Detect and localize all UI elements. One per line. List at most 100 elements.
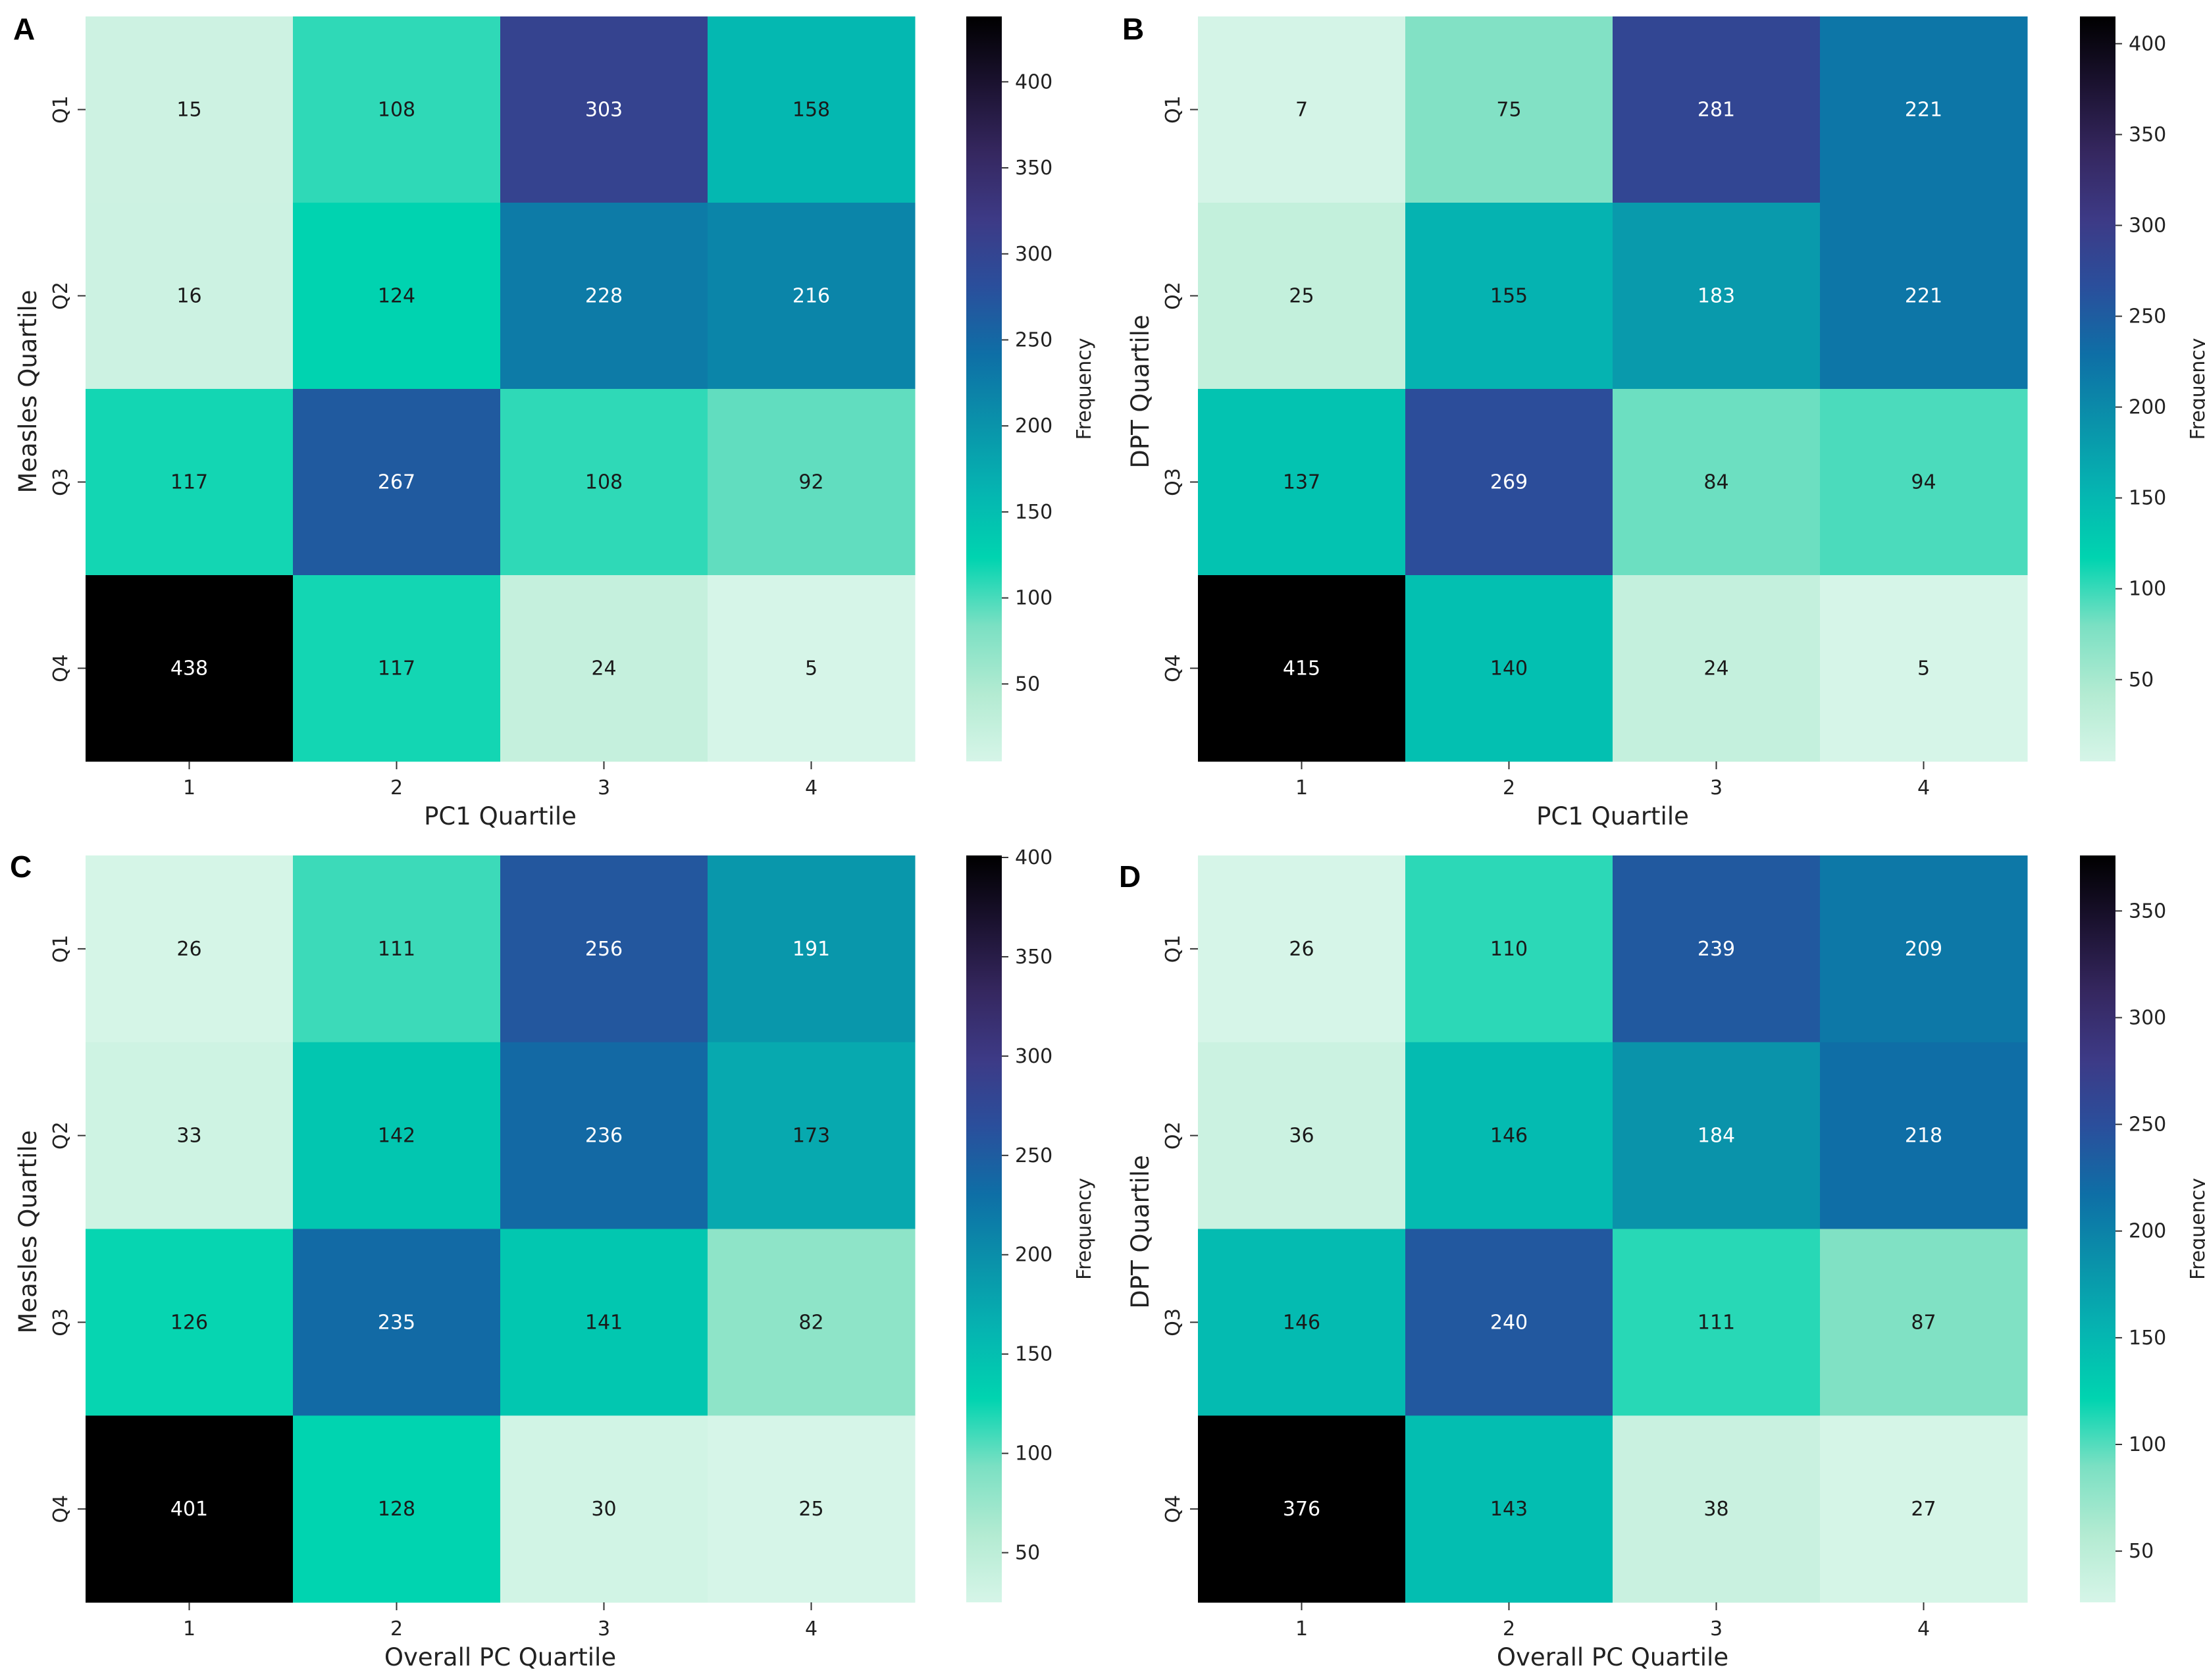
cell-value-label-b: 25 <box>1289 285 1314 308</box>
cell-value-label-c: 26 <box>176 938 201 961</box>
colorbar-label-c: Frequency <box>1073 1178 1096 1280</box>
cell-value-label-b: 415 <box>1283 657 1320 680</box>
heatmap-cell-a <box>500 575 708 762</box>
heatmap-cell-d <box>1405 1415 1613 1603</box>
cell-value-label-a: 16 <box>176 285 201 308</box>
colorbar-d <box>2080 855 2115 1602</box>
y-axis-label-b: DPT Quartile <box>1126 315 1154 468</box>
cell-value-label-a: 117 <box>170 471 208 494</box>
x-tick-label-a: 4 <box>805 776 817 800</box>
heatmap-cell-d <box>1198 855 1406 1043</box>
heatmap-cell-b <box>1405 389 1613 576</box>
heatmap-cell-c <box>293 855 501 1043</box>
heatmap-cell-a <box>86 575 294 762</box>
cell-value-label-a: 108 <box>378 99 415 122</box>
heatmap-cell-b <box>1613 16 1821 203</box>
x-tick-label-b: 4 <box>1917 776 1930 800</box>
cell-value-label-c: 142 <box>378 1125 415 1148</box>
heatmap-cell-c <box>708 1229 916 1416</box>
cell-value-label-a: 267 <box>378 471 415 494</box>
cell-value-label-a: 15 <box>176 99 201 122</box>
heatmap-cell-a <box>708 575 916 762</box>
heatmap-cell-d <box>1198 1229 1406 1416</box>
heatmap-cell-c <box>293 1042 501 1229</box>
cell-value-label-c: 236 <box>585 1125 623 1148</box>
colorbar-tick-label-c: 300 <box>1015 1045 1052 1068</box>
y-tick-label-b: Q3 <box>1162 468 1185 496</box>
colorbar-label-b: Frequency <box>2187 338 2205 440</box>
heatmap-cell-c <box>500 1042 708 1229</box>
cell-value-label-c: 401 <box>170 1498 208 1521</box>
cell-value-label-a: 228 <box>585 285 623 308</box>
x-tick-label-c: 1 <box>183 1617 195 1641</box>
heatmap-cell-a <box>708 389 916 576</box>
cell-value-label-a: 158 <box>792 99 830 122</box>
y-tick-label-c: Q4 <box>49 1495 72 1523</box>
colorbar-tick-label-b: 250 <box>2129 305 2166 328</box>
cell-value-label-b: 137 <box>1283 471 1320 494</box>
heatmap-cell-c <box>86 1042 294 1229</box>
cell-value-label-b: 281 <box>1698 99 1735 122</box>
x-tick-label-b: 3 <box>1710 776 1723 800</box>
y-tick-label-d: Q4 <box>1162 1495 1185 1523</box>
cell-value-label-b: 94 <box>1911 471 1936 494</box>
x-tick-label-a: 3 <box>598 776 610 800</box>
heatmap-cell-b <box>1198 389 1406 576</box>
x-tick-label-d: 4 <box>1917 1617 1930 1641</box>
cell-value-label-c: 128 <box>378 1498 415 1521</box>
colorbar-c <box>966 855 1002 1602</box>
heatmap-cell-a <box>500 203 708 390</box>
y-tick-label-a: Q2 <box>49 282 72 310</box>
cell-value-label-b: 24 <box>1703 657 1728 680</box>
heatmap-cell-b <box>1820 16 2028 203</box>
cell-value-label-c: 126 <box>170 1311 208 1334</box>
colorbar-tick-label-a: 100 <box>1015 587 1052 610</box>
heatmap-cell-a <box>500 389 708 576</box>
heatmap-cell-d <box>1613 1042 1821 1229</box>
colorbar-tick-label-b: 50 <box>2129 669 2154 692</box>
heatmap-cell-a <box>708 16 916 203</box>
y-tick-label-a: Q3 <box>49 468 72 496</box>
heatmap-cell-d <box>1820 1415 2028 1603</box>
cell-value-label-b: 183 <box>1698 285 1735 308</box>
colorbar-tick-label-a: 200 <box>1015 415 1052 438</box>
cell-value-label-d: 38 <box>1703 1498 1728 1521</box>
x-tick-label-b: 2 <box>1503 776 1515 800</box>
panel-letter-d: D <box>1119 859 1141 894</box>
panel-letter-b: B <box>1122 12 1144 46</box>
heatmap-cell-d <box>1198 1042 1406 1229</box>
cell-value-label-b: 84 <box>1703 471 1728 494</box>
cell-value-label-d: 209 <box>1905 938 1942 961</box>
cell-value-label-a: 216 <box>792 285 830 308</box>
colorbar-tick-label-b: 100 <box>2129 578 2166 601</box>
y-tick-label-b: Q4 <box>1162 654 1185 682</box>
heatmap-cell-d <box>1820 1042 2028 1229</box>
heatmap-cell-d <box>1198 1415 1406 1603</box>
x-tick-label-a: 2 <box>390 776 403 800</box>
heatmap-cell-d <box>1405 1229 1613 1416</box>
x-axis-label-a: PC1 Quartile <box>424 802 577 830</box>
heatmap-cell-d <box>1405 1042 1613 1229</box>
cell-value-label-d: 27 <box>1911 1498 1936 1521</box>
heatmap-cell-a <box>293 203 501 390</box>
cell-value-label-b: 221 <box>1905 285 1942 308</box>
y-tick-label-b: Q2 <box>1162 282 1185 310</box>
heatmap-cell-c <box>500 855 708 1043</box>
cell-value-label-c: 111 <box>378 938 415 961</box>
heatmap-cell-b <box>1405 16 1613 203</box>
cell-value-label-d: 111 <box>1698 1311 1735 1334</box>
colorbar-tick-label-c: 400 <box>1015 846 1052 869</box>
panel-letter-a: A <box>13 12 35 46</box>
colorbar-tick-label-a: 150 <box>1015 501 1052 524</box>
y-axis-label-d: DPT Quartile <box>1126 1155 1154 1308</box>
heatmap-cell-a <box>86 203 294 390</box>
colorbar-tick-label-c: 350 <box>1015 946 1052 969</box>
colorbar-label-a: Frequency <box>1073 338 1096 440</box>
heatmap-cell-b <box>1198 575 1406 762</box>
cell-value-label-c: 33 <box>176 1125 201 1148</box>
cell-value-label-d: 26 <box>1289 938 1314 961</box>
colorbar-tick-label-d: 200 <box>2129 1220 2166 1243</box>
